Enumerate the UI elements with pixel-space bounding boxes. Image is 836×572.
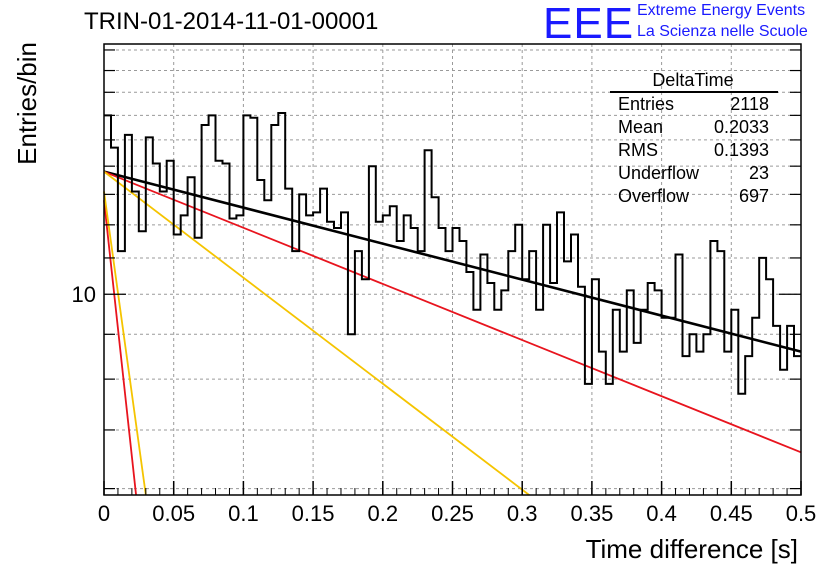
fit-curve-1 [103,170,802,454]
stats-value: 23 [749,163,769,183]
stats-label: Mean [618,117,663,137]
stats-label: Entries [618,94,674,114]
stats-box: DeltaTime Entries 2118 Mean 0.2033 RMS 0.1393… [610,70,778,206]
fit-curve-2 [103,170,530,496]
stats-label: Overflow [618,186,690,206]
x-tick-label: 0.25 [431,501,474,526]
stats-value: 2118 [730,94,769,114]
x-tick-label: 0.4 [646,501,677,526]
grid [104,44,801,495]
x-tick-label: 0.35 [570,501,613,526]
fit-curves [103,170,802,496]
stats-value: 697 [739,186,769,206]
y-axis-label: Entries/bin [12,42,42,165]
x-tick-label: 0.15 [292,501,335,526]
org-line-2: La Scienza nelle Scuole [637,23,808,40]
stats-box-title: DeltaTime [652,70,733,90]
x-axis-label: Time difference [s] [586,534,798,564]
stats-value: 0.2033 [714,117,769,137]
org-line-1: Extreme Energy Events [637,2,806,19]
x-tick-labels: 0 0.05 0.1 0.15 0.2 0.25 0.3 0.35 0.4 0.45 0.5 [98,501,816,526]
x-tick-label: 0.3 [507,501,538,526]
fit-curve-0 [103,170,802,353]
stats-rows: Entries 2118 Mean 0.2033 RMS 0.1393 Underflow 2… [618,94,769,206]
fit-curve-3 [103,200,137,496]
x-tick-label: 0 [98,501,110,526]
x-tick-label: 0.1 [228,501,259,526]
y-tick-labels: 10 [72,282,96,307]
fit-curve-4 [103,191,147,496]
x-tick-label: 0.45 [710,501,753,526]
histogram-steps [104,112,801,395]
stats-value: 0.1393 [714,140,769,160]
y-tick-label: 10 [72,282,96,307]
eee-logo: EEE [543,0,635,48]
stats-label: Underflow [618,163,700,183]
axis-ticks [103,49,802,495]
x-tick-label: 0.5 [786,501,817,526]
x-tick-label: 0.2 [368,501,399,526]
stats-label: RMS [618,140,658,160]
chart-title: TRIN-01-2014-11-01-00001 [84,8,379,35]
x-tick-label: 0.05 [152,501,195,526]
